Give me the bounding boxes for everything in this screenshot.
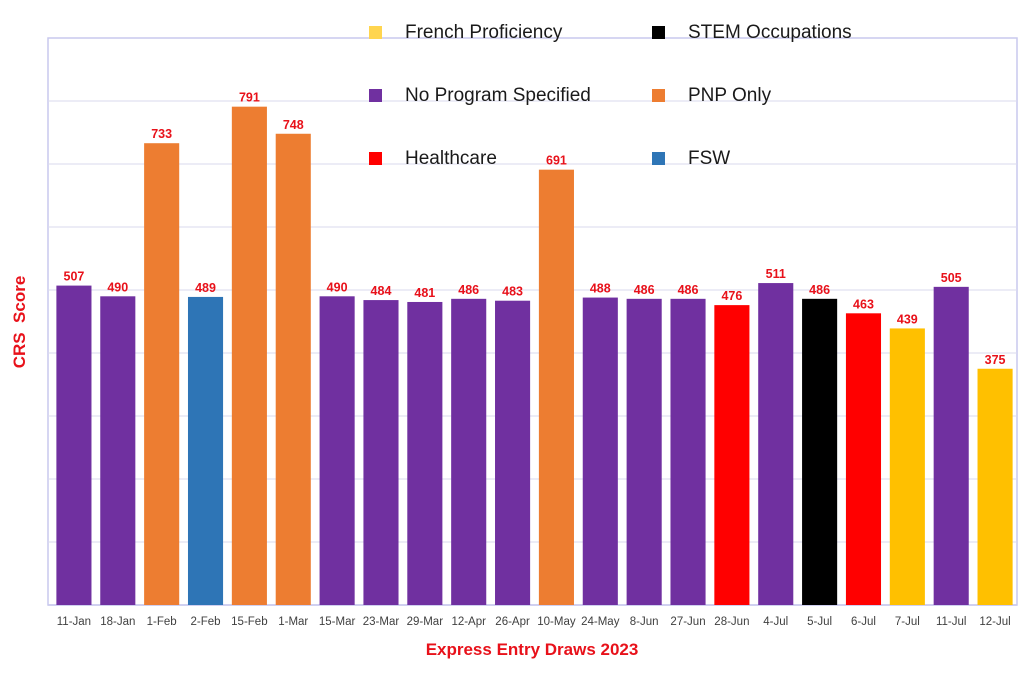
data-labels: 507 490 733 489 791 748 490 484 481 486 483 691 488 4… — [64, 91, 1006, 367]
bar — [933, 286, 969, 605]
x-tick-label: 12-Apr — [451, 616, 486, 628]
legend-swatch — [369, 26, 382, 39]
x-tick-label: 5-Jul — [807, 616, 832, 628]
x-tick-label: 11-Jul — [936, 616, 966, 628]
x-tick-label: 24-May — [581, 616, 620, 628]
data-label: 490 — [107, 280, 128, 294]
bars — [56, 106, 1013, 606]
data-label: 486 — [458, 283, 479, 297]
data-label: 463 — [853, 297, 874, 311]
data-label: 505 — [941, 271, 962, 285]
x-tick-label: 12-Jul — [979, 616, 1010, 628]
bar — [275, 133, 311, 605]
bar — [626, 298, 662, 605]
data-label: 791 — [239, 91, 260, 105]
bar — [802, 298, 838, 605]
x-tick-label: 1-Mar — [278, 616, 308, 628]
data-label: 733 — [151, 127, 172, 141]
x-tick-label: 11-Jan — [57, 616, 91, 628]
x-tick-label: 2-Feb — [190, 616, 220, 628]
x-tick-label: 4-Jul — [763, 616, 788, 628]
data-label: 483 — [502, 285, 523, 299]
x-tick-label: 29-Mar — [407, 616, 444, 628]
bar — [363, 300, 399, 605]
bar — [977, 368, 1013, 605]
data-label: 486 — [634, 283, 655, 297]
legend-swatch — [652, 89, 665, 102]
legend-label: Healthcare — [405, 148, 497, 169]
data-label: 507 — [64, 270, 85, 284]
legend: French Proficiency STEM Occupations No Pro… — [369, 22, 852, 169]
x-tick-label: 15-Mar — [319, 616, 356, 628]
x-axis-title: Express Entry Draws 2023 — [426, 640, 639, 659]
bar — [319, 296, 355, 605]
data-label: 476 — [721, 289, 742, 303]
bar — [451, 298, 487, 605]
legend-label: No Program Specified — [405, 85, 591, 106]
bar — [187, 296, 224, 605]
bar — [538, 169, 574, 606]
data-label: 691 — [546, 154, 567, 168]
x-tick-label: 26-Apr — [495, 616, 530, 628]
bar — [845, 313, 882, 605]
data-label: 486 — [809, 283, 830, 297]
data-label: 488 — [590, 282, 611, 296]
x-tick-label: 18-Jan — [100, 616, 135, 628]
data-label: 375 — [985, 353, 1006, 367]
data-label: 439 — [897, 312, 918, 326]
x-tick-label: 27-Jun — [670, 616, 705, 628]
legend-swatch — [369, 152, 382, 165]
legend-label: FSW — [688, 148, 730, 169]
bar — [670, 298, 706, 605]
data-label: 489 — [195, 281, 216, 295]
x-axis-tick-labels: 11-Jan 18-Jan 1-Feb 2-Feb 15-Feb 1-Mar 15-Mar 2… — [57, 616, 1011, 628]
data-label: 484 — [371, 284, 392, 298]
legend-label: STEM Occupations — [688, 22, 852, 43]
bar — [714, 305, 750, 605]
y-axis-title: CRS Score — [10, 276, 29, 369]
legend-label: French Proficiency — [405, 22, 563, 43]
bar — [56, 285, 92, 605]
data-label: 490 — [327, 280, 348, 294]
x-tick-label: 8-Jun — [630, 616, 659, 628]
data-label: 511 — [766, 267, 786, 281]
x-tick-label: 23-Mar — [363, 616, 400, 628]
data-label: 748 — [283, 118, 304, 132]
legend-swatch — [369, 89, 382, 102]
bar — [100, 296, 136, 605]
x-tick-label: 28-Jun — [714, 616, 749, 628]
bar — [231, 106, 267, 606]
bar — [758, 283, 794, 605]
data-label: 481 — [414, 286, 435, 300]
x-tick-label: 6-Jul — [851, 616, 876, 628]
legend-swatch — [652, 26, 665, 39]
x-tick-label: 10-May — [537, 616, 576, 628]
legend-label: PNP Only — [688, 85, 772, 106]
bar — [144, 143, 180, 605]
bar — [889, 328, 925, 605]
x-tick-label: 1-Feb — [147, 616, 177, 628]
x-tick-label: 15-Feb — [231, 616, 267, 628]
bar — [407, 301, 443, 605]
bar — [582, 297, 618, 605]
bar — [495, 300, 531, 605]
x-tick-label: 7-Jul — [895, 616, 920, 628]
data-label: 486 — [678, 283, 699, 297]
legend-swatch — [652, 152, 665, 165]
